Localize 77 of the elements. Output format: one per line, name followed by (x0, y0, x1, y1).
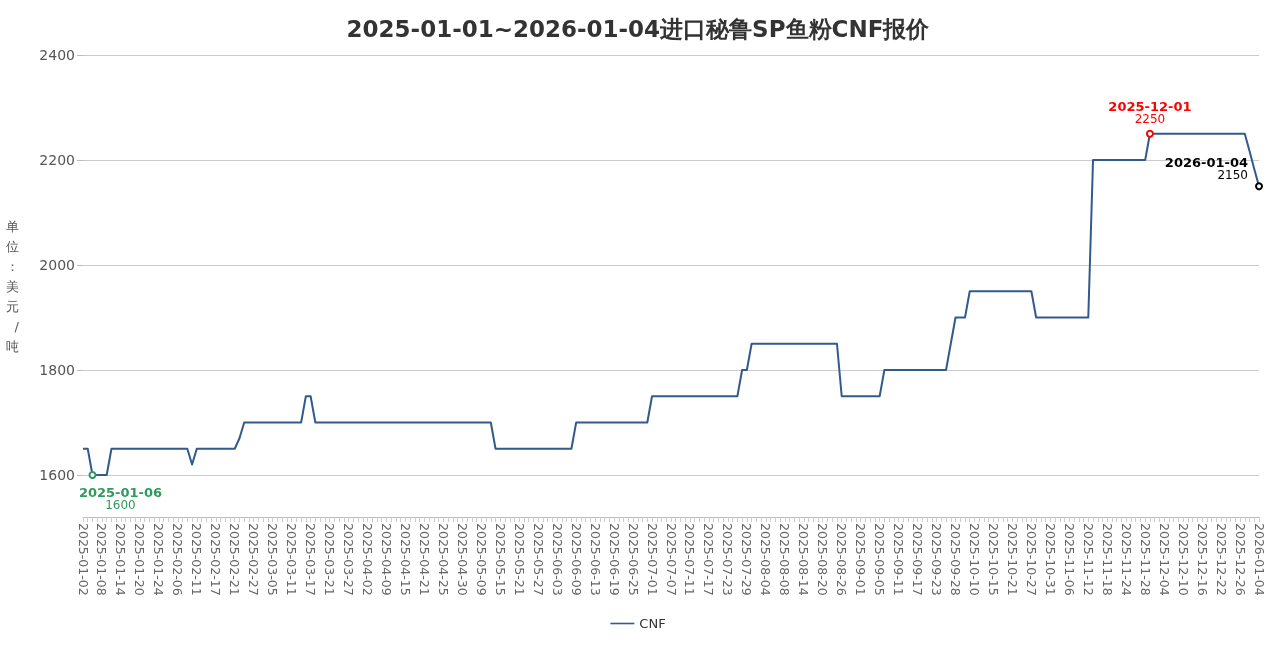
x-tick-label: 2025-07-29 (739, 523, 755, 596)
x-tick-label: 2025-10-31 (1042, 523, 1058, 596)
legend-label: CNF (639, 616, 666, 631)
x-tick-label: 2025-05-15 (492, 523, 508, 596)
x-tick-label: 2025-01-08 (94, 523, 110, 596)
x-tick-label: 2025-04-25 (435, 523, 451, 596)
x-tick-label: 2025-04-15 (397, 523, 413, 596)
x-tick-label: 2025-10-21 (1004, 523, 1020, 596)
x-tick-label: 2025-01-20 (132, 523, 148, 596)
x-tick-label: 2025-02-27 (246, 523, 262, 596)
annotation: 2025-01-06 (78, 485, 163, 500)
annotation: 2026-01-04 (1164, 154, 1248, 170)
annotation: 2150 (1217, 167, 1248, 182)
x-tick-label: 2025-06-03 (549, 523, 565, 596)
x-tick-label: 2025-11-06 (1061, 523, 1077, 596)
y-tick-label: 2200 (39, 152, 75, 168)
x-tick-label: 2025-06-09 (568, 523, 584, 596)
y-tick-label: 2400 (39, 47, 75, 63)
x-tick-label: 2025-07-01 (644, 523, 660, 596)
x-tick-label: 2025-11-24 (1118, 523, 1134, 596)
x-tick-label: 2025-03-17 (303, 523, 319, 596)
x-tick-label: 2025-06-13 (587, 523, 603, 596)
x-tick-label: 2025-09-17 (910, 523, 926, 596)
x-tick-label: 2025-05-09 (473, 523, 489, 596)
x-tick-label: 2026-01-04 (1251, 523, 1267, 596)
annotation: 2250 (1134, 111, 1166, 126)
x-tick-label: 2025-08-04 (758, 523, 774, 596)
x-tick-label: 2025-02-17 (208, 523, 224, 596)
x-tick-label: 2025-04-21 (416, 523, 432, 596)
x-tick-label: 2025-01-24 (151, 523, 167, 596)
x-tick-label: 2025-09-23 (929, 523, 945, 596)
x-tick-label: 2025-09-01 (853, 523, 869, 596)
x-tick-label: 2025-12-22 (1213, 523, 1229, 596)
x-tick-label: 2025-04-30 (454, 523, 470, 596)
x-tick-label: 2025-12-10 (1175, 523, 1191, 596)
x-tick-label: 2025-08-20 (815, 523, 831, 596)
x-tick-label: 2025-02-06 (170, 523, 186, 596)
annotation: 1600 (105, 498, 136, 512)
y-tick-label: 2000 (39, 257, 75, 273)
x-tick-label: 2025-12-16 (1194, 523, 1210, 596)
x-tick-label: 2025-08-26 (834, 523, 850, 596)
x-tick-label: 2025-11-18 (1099, 523, 1115, 596)
x-tick-label: 2025-09-28 (948, 523, 964, 596)
x-tick-label: 2025-05-27 (530, 523, 546, 596)
x-tick-label: 2025-09-05 (872, 523, 888, 596)
x-tick-label: 2025-10-15 (985, 523, 1001, 596)
x-tick-label: 2025-09-11 (891, 523, 907, 596)
x-tick-label: 2025-03-11 (284, 523, 300, 596)
x-tick-label: 2025-08-14 (796, 523, 812, 596)
x-tick-label: 2025-12-26 (1232, 523, 1248, 596)
x-tick-label: 2025-03-21 (322, 523, 338, 596)
x-tick-label: 2025-06-19 (606, 523, 622, 596)
x-tick-label: 2025-10-27 (1023, 523, 1039, 596)
x-tick-label: 2025-11-28 (1137, 523, 1153, 596)
x-tick-label: 2025-05-21 (511, 523, 527, 596)
x-tick-label: 2025-12-04 (1156, 523, 1172, 596)
x-tick-label: 2025-03-27 (341, 523, 357, 596)
x-tick-label: 2025-03-05 (265, 523, 281, 596)
y-tick-label: 1800 (39, 362, 75, 378)
x-tick-label: 2025-01-02 (75, 523, 91, 596)
x-tick-label: 2025-04-02 (360, 523, 376, 596)
x-tick-label: 2025-04-09 (378, 523, 394, 596)
x-tick-label: 2025-08-08 (777, 523, 793, 596)
x-tick-label: 2025-11-12 (1080, 523, 1096, 596)
x-tick-label: 2025-07-23 (720, 523, 736, 596)
x-tick-label: 2025-07-07 (663, 523, 679, 596)
x-tick-label: 2025-06-25 (625, 523, 641, 596)
x-tick-label: 2025-02-21 (227, 523, 243, 596)
y-axis-title: 单位：美元/吨 (6, 218, 20, 354)
y-tick-label: 1600 (39, 467, 75, 483)
x-tick-label: 2025-01-14 (113, 523, 129, 596)
x-tick-label: 2025-07-11 (682, 523, 698, 596)
x-tick-label: 2025-02-11 (189, 523, 205, 596)
chart-title: 2025-01-01~2026-01-04进口秘鲁SP鱼粉CNF报价 (346, 15, 931, 42)
annotation: 2025-12-01 (1108, 98, 1192, 114)
x-tick-label: 2025-07-17 (701, 523, 717, 596)
x-tick-label: 2025-10-10 (966, 523, 982, 596)
